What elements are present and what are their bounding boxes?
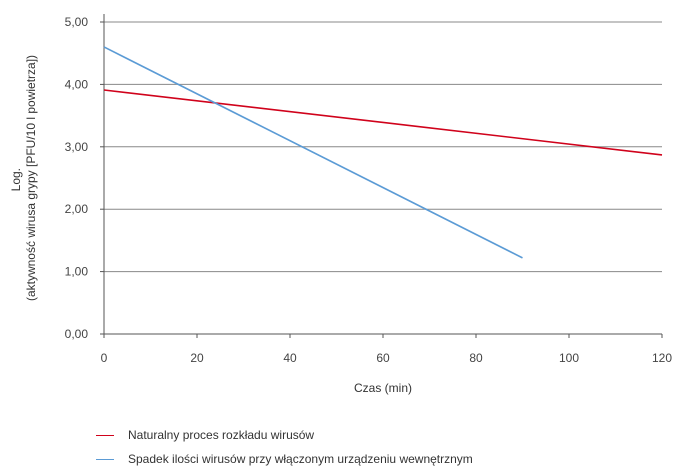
legend-swatch-device-reduction: [96, 458, 114, 460]
tick-labels: 0,00 1,00 2,00 3,00 4,00 5,00 0 20 40 60 80 100 120: [65, 15, 673, 365]
y-tick-label: 1,00: [65, 265, 89, 279]
x-tick-label: 100: [559, 351, 579, 365]
x-tick-label: 20: [190, 351, 204, 365]
legend-label-device-reduction: Spadek ilości wirusów przy włączonym urz…: [128, 452, 473, 466]
y-axis-title-line-2: (aktywność wirusa grypy [PFU/10 l powiet…: [24, 55, 38, 301]
x-tick-label: 60: [376, 351, 390, 365]
y-tick-label: 5,00: [65, 15, 89, 29]
legend-item-device-reduction: Spadek ilości wirusów przy włączonym urz…: [96, 450, 473, 468]
y-tick-label: 4,00: [65, 77, 89, 91]
x-axis-title: Czas (min): [354, 381, 412, 395]
y-axis-title: Log. (aktywność wirusa grypy [PFU/10 l p…: [9, 55, 38, 301]
y-axis-title-line-1: Log.: [9, 168, 23, 191]
x-tick-label: 80: [469, 351, 483, 365]
legend-label-natural-decay: Naturalny proces rozkładu wirusów: [128, 428, 315, 442]
grid-lines: [104, 21, 662, 273]
legend-item-natural-decay: Naturalny proces rozkładu wirusów: [96, 426, 473, 444]
y-tick-label: 2,00: [65, 202, 89, 216]
x-tick-label: 120: [652, 351, 672, 365]
legend: Naturalny proces rozkładu wirusów Spadek…: [96, 426, 473, 474]
line-chart: 0,001,002,003,004,005,000 20 40 60 80 100 120 …: [9, 14, 673, 395]
series-line-2: [103, 46, 523, 259]
series-lines: [103, 46, 663, 259]
series-line-1: [103, 89, 663, 156]
legend-swatch-natural-decay: [96, 434, 114, 436]
x-tick-label: 40: [283, 351, 297, 365]
axes: [100, 14, 663, 338]
x-tick-label: 0: [101, 351, 108, 365]
y-tick-label: 3,00: [65, 140, 89, 154]
y-tick-label: 0,00: [65, 327, 89, 341]
